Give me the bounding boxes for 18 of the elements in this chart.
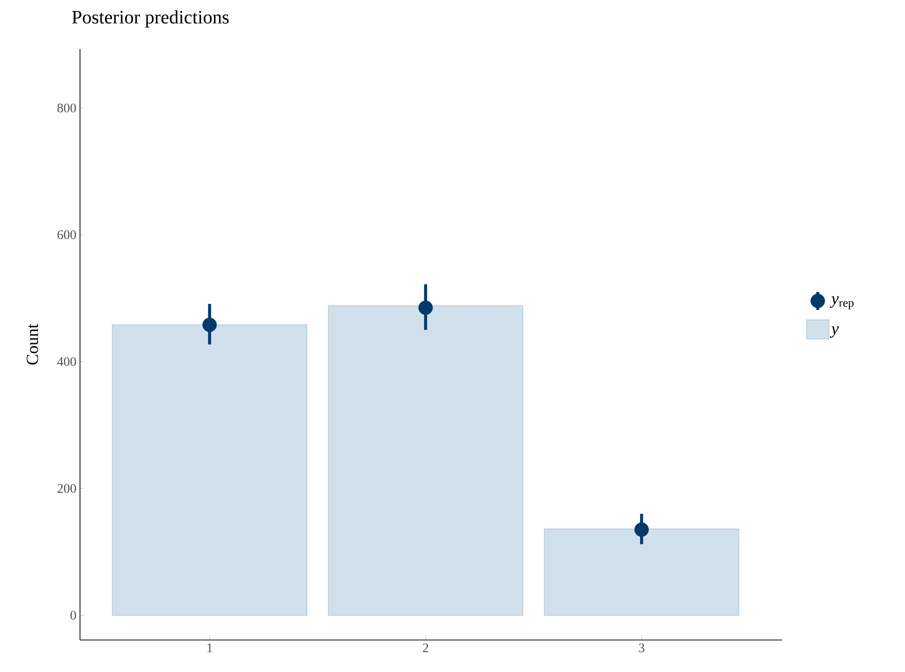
y-tick-label: 0 <box>70 610 76 620</box>
legend-label: y$_{rep}$ <box>830 296 854 310</box>
x-tick-label: 2 <box>422 644 428 652</box>
bar <box>328 305 524 616</box>
point <box>418 300 433 315</box>
y-tick-label: 200 <box>58 484 76 493</box>
x-tick-label: 3 <box>638 644 644 652</box>
y-tick-label: 800 <box>57 104 76 112</box>
point <box>202 318 217 332</box>
bar <box>112 324 308 616</box>
y-tick-label: 600 <box>58 230 76 240</box>
y-axis-title: Count <box>26 324 38 365</box>
x-tick-label: 1 <box>208 644 212 652</box>
point <box>634 522 649 537</box>
bar <box>544 528 740 616</box>
y-tick-label: 400 <box>57 357 76 366</box>
legend-label: y <box>830 326 839 338</box>
chart-title: Posterior predictions <box>72 10 229 28</box>
